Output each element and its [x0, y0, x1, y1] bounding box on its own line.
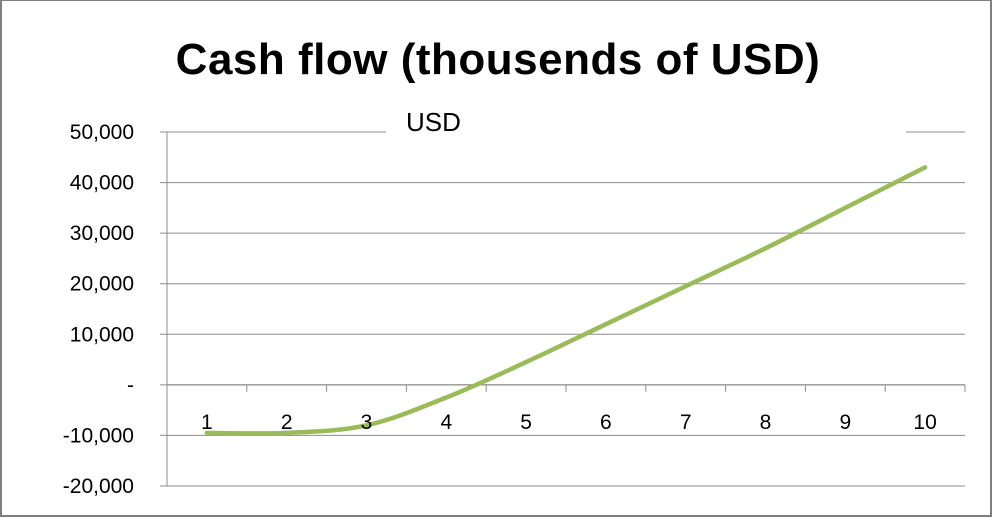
units-label-box — [386, 84, 906, 156]
x-tick-label: 4 — [440, 411, 452, 434]
x-tick-label: 6 — [600, 411, 612, 434]
y-axis: 50,000 40,000 30,000 20,000 10,000 - -10,000 -2… — [63, 121, 134, 498]
x-tick-label: 9 — [839, 411, 851, 434]
x-tick-label: 10 — [913, 411, 936, 434]
y-tick-label: 20,000 — [70, 273, 134, 296]
y-tick-label: 30,000 — [70, 222, 134, 245]
series — [207, 167, 925, 433]
y-tick-label: 10,000 — [70, 323, 134, 346]
x-tick-label: 2 — [281, 411, 293, 434]
units-label: USD — [406, 107, 461, 137]
x-tick-label: 5 — [520, 411, 532, 434]
y-tick-label: -10,000 — [63, 424, 134, 447]
y-tick-label: -20,000 — [63, 475, 134, 498]
x-tick-label: 3 — [361, 411, 373, 434]
x-tick-label: 8 — [760, 411, 772, 434]
series-line — [207, 167, 925, 433]
y-tick-label: - — [127, 374, 134, 397]
x-tick-label: 1 — [201, 411, 213, 434]
y-tick-label: 40,000 — [70, 172, 134, 195]
x-tick-label: 7 — [680, 411, 692, 434]
y-tick-label: 50,000 — [70, 121, 134, 144]
